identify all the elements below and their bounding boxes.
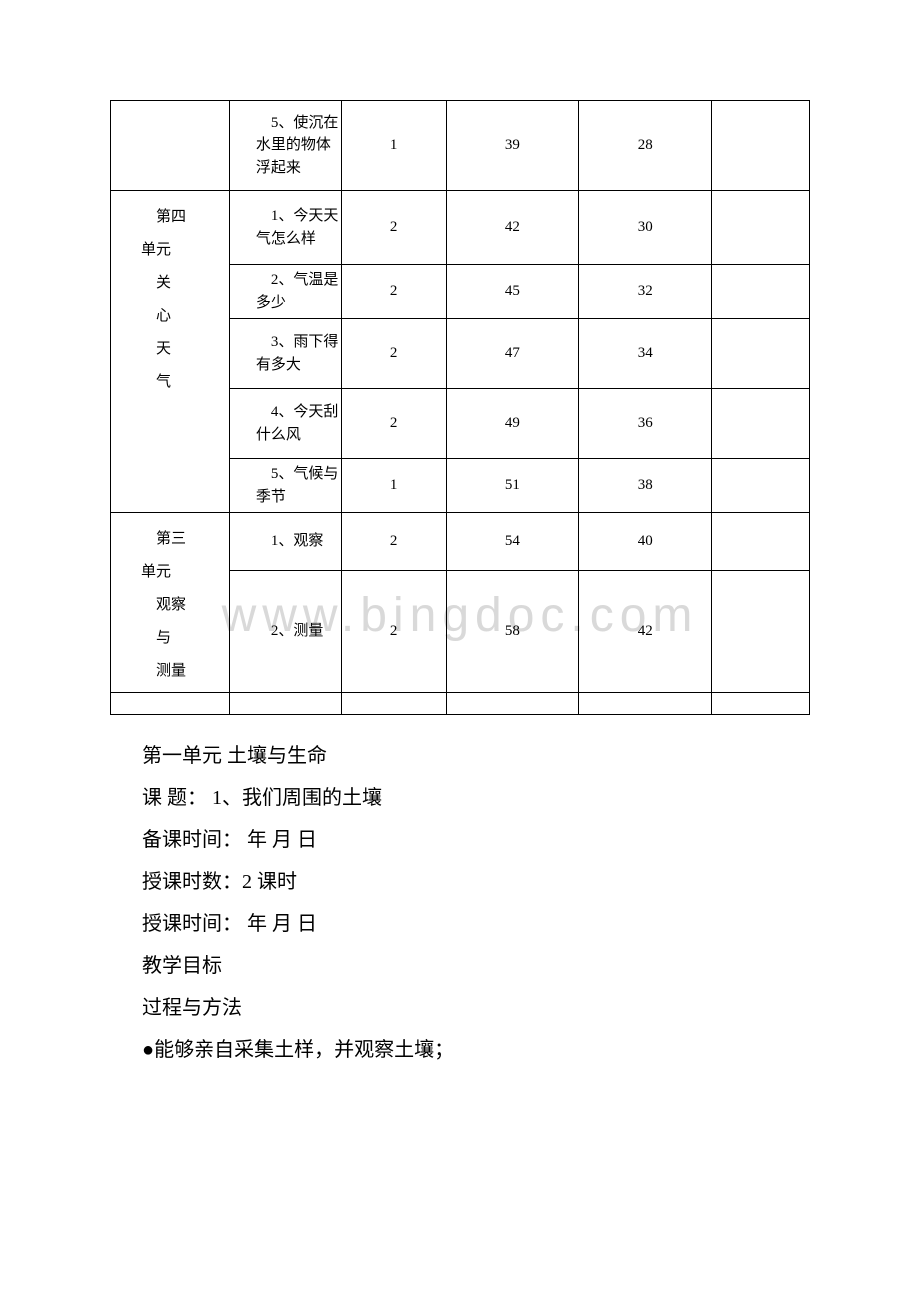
notes-cell: [712, 459, 810, 513]
empty-cell: [341, 693, 446, 715]
table-row: 第三单元 观察 与 测量 1、观察 2 54 40: [111, 513, 810, 571]
schedule-table: 5、使沉在水里的物体浮起来 1 39 28 第四单元 关 心 天 气 1、今天天…: [110, 100, 810, 715]
page-cell: 34: [579, 319, 712, 389]
paragraph-line: 备课时间： 年 月 日: [142, 819, 810, 861]
page-cell: 42: [579, 570, 712, 692]
unit4-label: 第四单元 关 心 天 气: [141, 209, 186, 390]
page-cell: 45: [446, 265, 579, 319]
empty-cell: [111, 693, 230, 715]
unit3-label: 第三单元 观察 与 测量: [141, 531, 186, 679]
page-cell: 49: [446, 389, 579, 459]
table-row-empty: [111, 693, 810, 715]
paragraph-line: 授课时数：2 课时: [142, 861, 810, 903]
paragraph-line: 课 题： 1、我们周围的土壤: [142, 777, 810, 819]
page-cell: 28: [579, 101, 712, 191]
notes-cell: [712, 265, 810, 319]
hours-cell: 2: [341, 570, 446, 692]
page-content: 5、使沉在水里的物体浮起来 1 39 28 第四单元 关 心 天 气 1、今天天…: [0, 0, 920, 1071]
page-cell: 40: [579, 513, 712, 571]
notes-cell: [712, 513, 810, 571]
hours-cell: 2: [341, 513, 446, 571]
notes-cell: [712, 191, 810, 265]
page-cell: 58: [446, 570, 579, 692]
unit-cell: [111, 101, 230, 191]
page-cell: 36: [579, 389, 712, 459]
hours-cell: 2: [341, 319, 446, 389]
notes-cell: [712, 570, 810, 692]
table-row: 第四单元 关 心 天 气 1、今天天气怎么样 2 42 30: [111, 191, 810, 265]
notes-cell: [712, 389, 810, 459]
unit4-cell: 第四单元 关 心 天 气: [111, 191, 230, 513]
empty-cell: [712, 693, 810, 715]
paragraph-line: ●能够亲自采集土样，并观察土壤；: [142, 1029, 810, 1071]
topic-cell: 2、气温是多少: [229, 265, 341, 319]
hours-cell: 2: [341, 191, 446, 265]
topic-cell: 4、今天刮什么风: [229, 389, 341, 459]
notes-cell: [712, 319, 810, 389]
empty-cell: [446, 693, 579, 715]
hours-cell: 2: [341, 265, 446, 319]
topic-cell: 5、使沉在水里的物体浮起来: [229, 101, 341, 191]
page-cell: 30: [579, 191, 712, 265]
topic-cell: 2、测量: [229, 570, 341, 692]
paragraph-line: 第一单元 土壤与生命: [142, 735, 810, 777]
table-row: 5、使沉在水里的物体浮起来 1 39 28: [111, 101, 810, 191]
empty-cell: [579, 693, 712, 715]
hours-cell: 1: [341, 459, 446, 513]
empty-cell: [229, 693, 341, 715]
topic-cell: 1、观察: [229, 513, 341, 571]
page-cell: 51: [446, 459, 579, 513]
topic-cell: 5、气候与季节: [229, 459, 341, 513]
topic-cell: 1、今天天气怎么样: [229, 191, 341, 265]
page-cell: 39: [446, 101, 579, 191]
topic-cell: 3、雨下得有多大: [229, 319, 341, 389]
hours-cell: 2: [341, 389, 446, 459]
paragraph-line: 教学目标: [142, 945, 810, 987]
notes-cell: [712, 101, 810, 191]
page-cell: 32: [579, 265, 712, 319]
page-cell: 42: [446, 191, 579, 265]
unit3-cell: 第三单元 观察 与 测量: [111, 513, 230, 693]
page-cell: 47: [446, 319, 579, 389]
paragraph-line: 授课时间： 年 月 日: [142, 903, 810, 945]
lesson-paragraphs: 第一单元 土壤与生命 课 题： 1、我们周围的土壤 备课时间： 年 月 日 授课…: [110, 715, 810, 1071]
paragraph-line: 过程与方法: [142, 987, 810, 1029]
page-cell: 54: [446, 513, 579, 571]
hours-cell: 1: [341, 101, 446, 191]
page-cell: 38: [579, 459, 712, 513]
